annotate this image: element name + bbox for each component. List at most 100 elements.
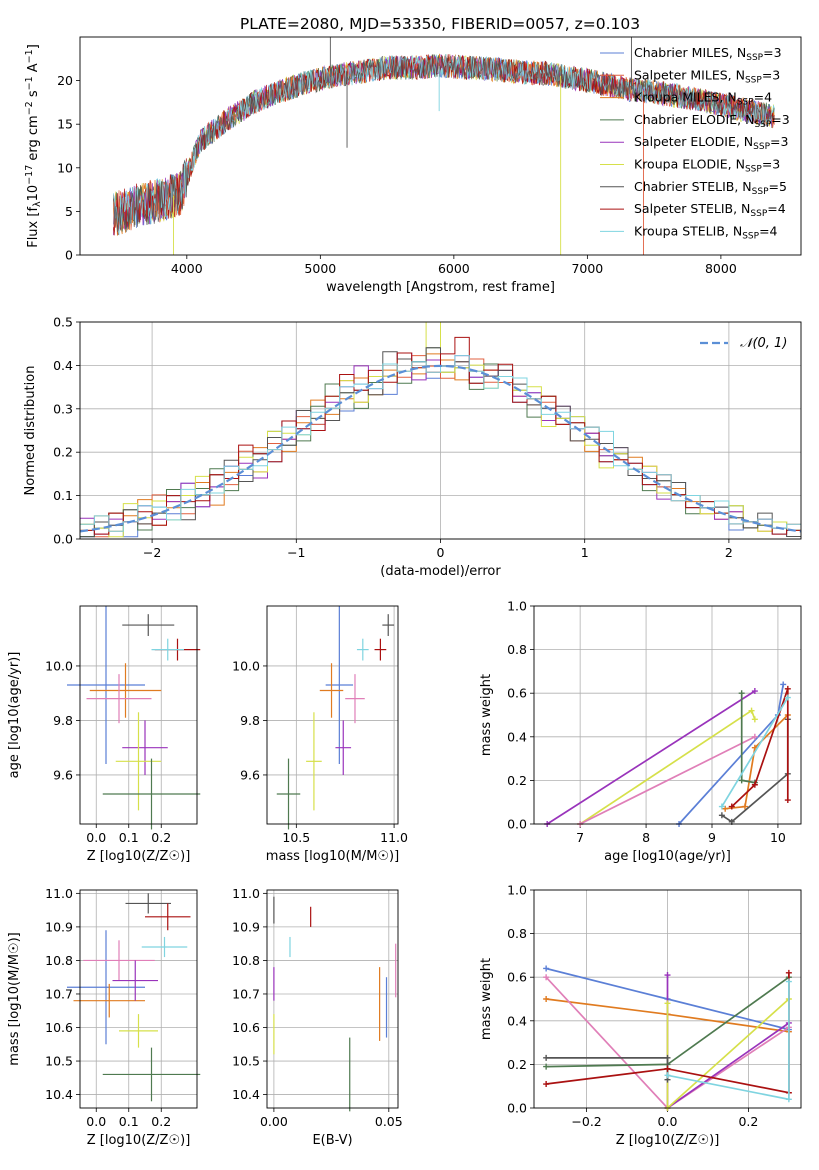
legend-label: Salpeter MILES, NSSP=3 — [634, 67, 780, 85]
y-tick-label: 9.6 — [240, 767, 260, 782]
y-tick-label: 9.6 — [53, 767, 73, 782]
legend-label: Kroupa MILES, NSSP=4 — [634, 90, 772, 108]
spectrum-title: PLATE=2080, MJD=53350, FIBERID=0057, z=0… — [240, 15, 640, 33]
y-axis-label-part: −1 — [24, 76, 35, 90]
axes-frame — [266, 889, 399, 1109]
x-axis-label: Z [log10(Z/Z☉)] — [87, 849, 191, 864]
legend-label: Chabrier MILES, NSSP=3 — [634, 45, 782, 63]
histogram-kroupa_stelib — [80, 355, 801, 539]
weight-line-salpeter_elodie — [546, 690, 756, 825]
weight-marker — [664, 1065, 671, 1072]
axes-frame — [79, 605, 198, 825]
legend-label-base: Chabrier STELIB, N — [634, 179, 752, 194]
y-tick-label: 0.4 — [507, 1013, 527, 1028]
weight-line-pink — [579, 736, 756, 825]
gaussian-curve — [79, 364, 802, 533]
y-tick-label: 0.3 — [53, 401, 73, 416]
legend-label-base: Salpeter ELODIE, N — [634, 134, 753, 149]
y-axis-label-part: −2 — [24, 101, 35, 115]
weight-marker — [728, 803, 735, 810]
weight-marker — [664, 972, 671, 979]
legend-label: Kroupa STELIB, NSSP=4 — [634, 223, 778, 241]
x-tick-label: 0.00 — [260, 1114, 288, 1129]
weight-marker — [784, 694, 791, 701]
x-axis-label: Z [log10(Z/Z☉)] — [87, 1133, 191, 1148]
legend-label: Kroupa ELODIE, NSSP=3 — [634, 157, 780, 175]
legend-label-sub: SSP — [754, 120, 771, 130]
y-tick-label: 0.2 — [53, 445, 73, 460]
y-tick-label: 0.6 — [507, 686, 527, 701]
legend-label-tail: =3 — [762, 67, 780, 82]
y-tick-label: 0.8 — [507, 642, 527, 657]
x-tick-label: 0.0 — [658, 1114, 678, 1129]
x-tick-label: 0 — [437, 545, 445, 560]
y-axis-label-part: 10 — [26, 185, 41, 202]
y-tick-label: 10.8 — [45, 953, 73, 968]
y-tick-label: 0.4 — [53, 358, 73, 373]
mass-vs-ebv-panel: 0.00 0.05 10.4 10.5 10.6 10.7 10.8 10.9 11.0 E(B-… — [232, 886, 403, 1148]
y-tick-label: 5 — [65, 204, 73, 219]
x-axis-label: (data-model)/error — [380, 564, 501, 579]
axes-frame — [266, 605, 399, 825]
legend-label-tail: =3 — [763, 45, 781, 60]
weight-line-kroupa_elodie — [579, 709, 756, 825]
weight-marker — [543, 965, 550, 972]
legend-label-sub: SSP — [745, 75, 762, 85]
y-axis-label-part: −17 — [24, 165, 35, 185]
legend-label-sub: SSP — [750, 209, 767, 219]
y-tick-label: 11.0 — [45, 886, 73, 901]
weight-marker — [738, 777, 745, 784]
y-tick-label: 10.6 — [45, 1020, 73, 1035]
y-axis-label: mass weight — [479, 674, 494, 756]
weight-line-kroupa_miles — [725, 714, 789, 810]
age-vs-mass-panel: 10.5 11.0 9.6 9.8 10.0 mass [log10(M/M☉)] — [232, 605, 408, 864]
weight-marker — [718, 803, 725, 810]
age-vs-z-panel: 0.0 0.1 0.2 9.6 9.8 10.0 Z [log10(Z/Z☉)] age [l… — [7, 605, 201, 864]
weight-marker — [543, 974, 550, 981]
y-axis-label: mass weight — [479, 958, 494, 1040]
x-tick-label: 0.2 — [151, 830, 171, 845]
y-tick-label: 0.4 — [507, 729, 527, 744]
mass-vs-z-panel: 0.0 0.1 0.2 10.4 10.5 10.6 10.7 10.8 10.9 11.0 Z [… — [7, 886, 201, 1148]
legend-label: Salpeter STELIB, NSSP=4 — [634, 201, 786, 219]
y-axis-label: Normed distribution — [23, 366, 38, 496]
x-tick-label: 0.1 — [119, 830, 139, 845]
legend-label-base: Salpeter MILES, N — [634, 67, 745, 82]
x-axis-label: age [log10(age/yr)] — [604, 849, 731, 864]
x-tick-label: 0.0 — [86, 1114, 106, 1129]
weight-marker — [738, 690, 745, 697]
y-tick-label: 10.0 — [45, 658, 73, 673]
weight-marker — [751, 781, 758, 788]
y-tick-label: 10.9 — [45, 919, 73, 934]
legend-label-base: Chabrier MILES, N — [634, 45, 746, 60]
x-tick-label: 4000 — [171, 261, 203, 276]
weight-line-kroupa_stelib — [667, 981, 790, 1101]
axes-frame — [79, 36, 802, 256]
y-tick-label: 9.8 — [53, 713, 73, 728]
x-tick-label: 0.2 — [151, 1114, 171, 1129]
y-axis-label-part: A — [26, 63, 41, 76]
legend-label-base: Kroupa MILES, N — [634, 90, 737, 105]
axes-frame — [533, 605, 802, 825]
y-tick-label: 10.4 — [232, 1087, 260, 1102]
y-tick-label: 10.5 — [232, 1054, 260, 1069]
axes-frame — [533, 889, 802, 1109]
legend-label-sub: SSP — [745, 165, 762, 175]
x-tick-label: 2 — [725, 545, 733, 560]
x-tick-label: 9 — [708, 830, 716, 845]
legend-label-sub: SSP — [753, 142, 770, 152]
y-axis-label: age [log10(age/yr)] — [7, 652, 22, 779]
legend-label: Chabrier STELIB, NSSP=5 — [634, 179, 787, 197]
legend-label-tail: =4 — [759, 223, 777, 238]
weight-marker — [780, 681, 787, 688]
weight-marker — [784, 685, 791, 692]
x-tick-label: 8 — [642, 830, 650, 845]
weight-line-kroupa_elodie — [666, 998, 790, 1110]
weight-marker — [543, 1054, 550, 1061]
x-axis-label: E(B-V) — [312, 1133, 352, 1148]
legend-label-sub: SSP — [746, 53, 763, 63]
y-tick-label: 10.7 — [45, 986, 73, 1001]
axes-frame — [79, 889, 198, 1109]
weight-marker — [664, 1072, 671, 1079]
